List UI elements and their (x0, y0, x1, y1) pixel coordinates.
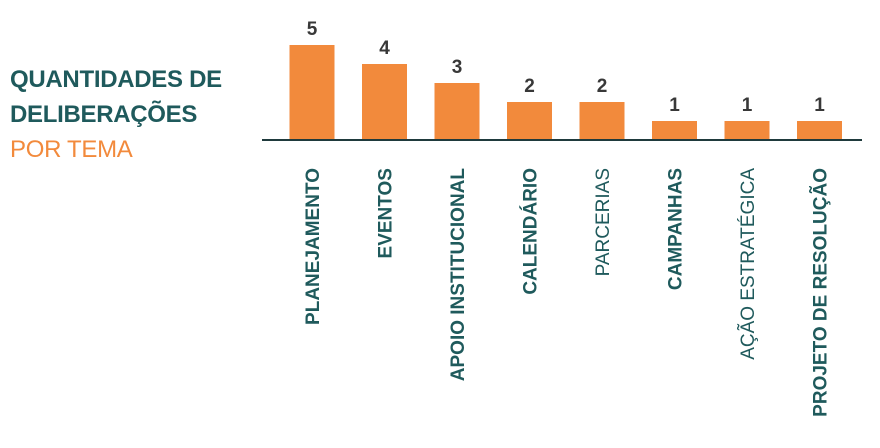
value-label-2: 3 (452, 57, 463, 78)
title-line-3: POR TEMA (10, 136, 133, 163)
value-label-6: 1 (742, 95, 753, 116)
category-label-4: PARCERIAS (593, 168, 614, 276)
category-label-1: EVENTOS (376, 168, 397, 258)
bar-4 (579, 102, 625, 139)
category-label-5: CAMPANHAS (666, 168, 687, 290)
category-label-7: PROJETO DE RESOLUÇÃO (810, 168, 832, 417)
category-label-6: AÇÃO ESTRATÉGICA (737, 168, 759, 360)
category-label-0: PLANEJAMENTO (303, 168, 324, 325)
bar-6 (724, 121, 770, 139)
title-line-1: QUANTIDADES DE (10, 66, 222, 93)
category-label-2: APOIO INSTITUCIONAL (448, 168, 469, 382)
value-label-5: 1 (669, 95, 680, 116)
bar-2 (434, 83, 480, 139)
bar-7 (797, 121, 842, 139)
value-label-0: 5 (307, 19, 318, 40)
chart-title: QUANTIDADES DE DELIBERAÇÕES POR TEMA (10, 62, 260, 167)
value-label-1: 4 (379, 38, 390, 59)
value-label-7: 1 (814, 95, 825, 116)
value-label-4: 2 (597, 76, 608, 97)
bar-3 (507, 102, 552, 139)
bar-0 (289, 45, 335, 139)
title-line-2: DELIBERAÇÕES (10, 101, 198, 128)
value-label-3: 2 (524, 76, 535, 97)
category-label-3: CALENDÁRIO (520, 168, 542, 295)
bar-1 (362, 64, 407, 139)
bar-5 (652, 121, 697, 139)
